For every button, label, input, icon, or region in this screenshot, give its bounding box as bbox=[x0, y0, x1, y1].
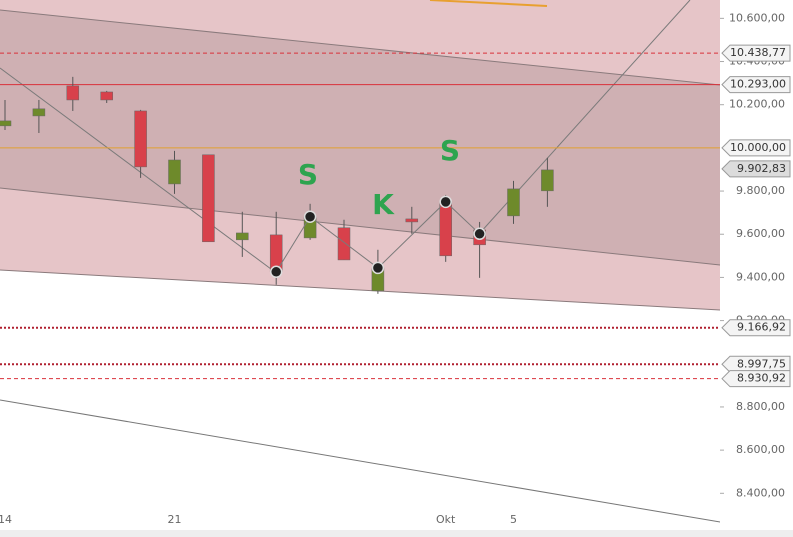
candle-body bbox=[168, 159, 181, 185]
price-tag-label: 9.166,92 bbox=[737, 321, 786, 334]
annotation: S bbox=[440, 134, 460, 167]
pivot-point bbox=[303, 210, 317, 223]
y-tick-label: 9.800,00 bbox=[736, 184, 785, 197]
channel-line bbox=[0, 187, 721, 266]
candle-body bbox=[32, 108, 46, 117]
candle-body bbox=[100, 91, 113, 101]
price-tag-label: 8.930,92 bbox=[737, 372, 786, 385]
y-tick-label: 8.800,00 bbox=[736, 400, 785, 413]
y-tick-label: 10.600,00 bbox=[729, 11, 785, 24]
price-tag bbox=[721, 370, 791, 388]
price-tag-label: 10.000,00 bbox=[730, 141, 786, 154]
bottom-strip bbox=[0, 530, 793, 537]
channel-line bbox=[0, 9, 721, 86]
trend-line bbox=[0, 399, 786, 534]
price-tag-label: 9.902,83 bbox=[737, 162, 786, 175]
price-tag bbox=[721, 139, 791, 157]
price-tag bbox=[721, 160, 791, 178]
pivot-point bbox=[371, 261, 385, 275]
y-tick-label: 9.600,00 bbox=[736, 227, 785, 240]
pivot-point bbox=[473, 227, 486, 241]
x-tick-label: Okt bbox=[436, 513, 456, 526]
candle-body bbox=[134, 110, 147, 168]
price-tag bbox=[721, 44, 791, 62]
x-tick-label: 14 bbox=[0, 513, 12, 526]
price-tag-label: 10.438,77 bbox=[730, 46, 786, 59]
price-tag bbox=[721, 355, 791, 373]
y-tick-label: 10.200,00 bbox=[729, 98, 785, 111]
annotation: S bbox=[298, 158, 318, 191]
candle-body bbox=[541, 169, 554, 192]
y-tick-label: 8.600,00 bbox=[736, 443, 785, 456]
moving-average bbox=[429, 0, 548, 7]
annotation: K bbox=[372, 188, 395, 221]
y-tick-label: 8.400,00 bbox=[736, 486, 785, 499]
price-tag-label: 10.293,00 bbox=[730, 78, 786, 91]
channel-line bbox=[0, 269, 721, 311]
candle-body bbox=[507, 188, 520, 217]
candle-body bbox=[337, 227, 351, 261]
candle-body bbox=[405, 218, 419, 223]
x-tick-label: 21 bbox=[168, 513, 182, 526]
price-tag bbox=[721, 76, 791, 94]
candle-body bbox=[202, 154, 215, 243]
pivot-point bbox=[269, 265, 283, 279]
candle-body bbox=[0, 120, 12, 127]
price-tag bbox=[721, 319, 791, 337]
y-tick-label: 9.400,00 bbox=[736, 270, 785, 283]
x-tick-label: 5 bbox=[510, 513, 517, 526]
candle-body bbox=[236, 232, 249, 241]
candle-body bbox=[439, 201, 452, 257]
zigzag-extension bbox=[0, 67, 276, 273]
pivot-point bbox=[439, 195, 452, 209]
candle-body bbox=[66, 85, 80, 101]
price-tag-label: 8.997,75 bbox=[737, 357, 786, 370]
